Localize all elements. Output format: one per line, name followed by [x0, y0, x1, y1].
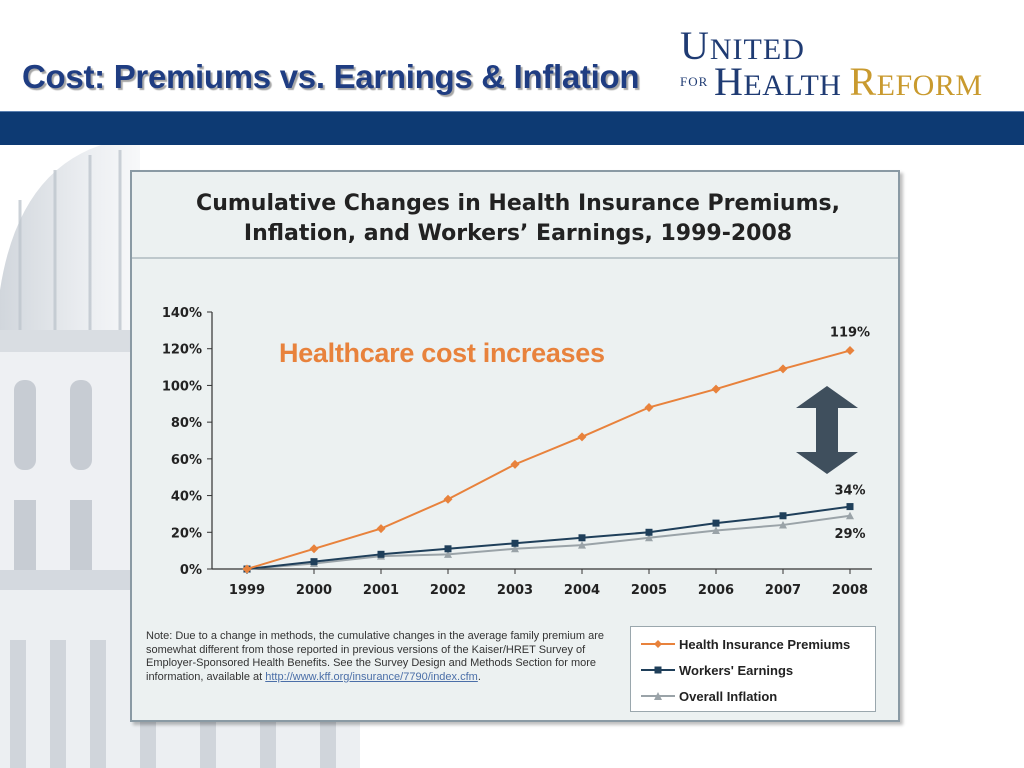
- x-tick-label: 2008: [832, 583, 868, 598]
- chart-note: Note: Due to a change in methods, the cu…: [146, 630, 606, 684]
- y-tick-label: 100%: [162, 379, 202, 394]
- y-tick-label: 0%: [180, 563, 202, 578]
- series-line: [246, 349, 851, 570]
- legend-swatch-inflation: [641, 692, 675, 700]
- chart-title-line: Cumulative Changes in Health Insurance P…: [196, 191, 840, 216]
- data-point: [377, 550, 385, 558]
- x-tick-label: 2003: [497, 583, 533, 598]
- callout-text: Healthcare cost increases: [279, 338, 605, 368]
- legend-label-earnings: Workers' Earnings: [679, 662, 794, 678]
- data-label-earnings: 34%: [834, 484, 865, 499]
- x-tick-label: 2005: [631, 583, 667, 598]
- series-line: [246, 514, 851, 570]
- legend-swatch-premiums: [641, 640, 675, 648]
- data-point: [577, 432, 587, 442]
- x-tick-label: 2004: [564, 583, 600, 598]
- data-point: [242, 564, 252, 574]
- data-point: [846, 503, 854, 511]
- logo-health-reform: HEALTH REFORM: [714, 59, 983, 104]
- data-point: [443, 494, 453, 504]
- legend-item-premiums: Health Insurance Premiums: [641, 633, 850, 655]
- united-for-health-reform-logo: UNITED FOR HEALTH REFORM: [676, 18, 1016, 104]
- data-point: [309, 544, 319, 554]
- note-text: Note: Due to a change in methods, the cu…: [146, 630, 604, 683]
- data-label-inflation: 29%: [834, 527, 865, 542]
- data-point: [712, 526, 720, 534]
- note-link[interactable]: http://www.kff.org/insurance/7790/index.…: [265, 670, 478, 683]
- data-point: [376, 524, 386, 534]
- data-point: [444, 550, 452, 558]
- slide-title: Cost: Premiums vs. Earnings & Inflation: [22, 58, 640, 95]
- legend-item-inflation: Overall Inflation: [641, 685, 777, 707]
- logo-for: FOR: [680, 74, 709, 89]
- data-point: [779, 512, 787, 520]
- data-point: [711, 384, 721, 394]
- data-point: [644, 402, 654, 412]
- header-band: [0, 111, 1024, 145]
- logo-united: UNITED: [680, 23, 805, 68]
- y-tick-label: 80%: [171, 416, 202, 431]
- series-line: [246, 505, 851, 570]
- data-point: [511, 539, 519, 547]
- data-point: [578, 534, 586, 542]
- data-label-premiums: 119%: [830, 326, 870, 341]
- legend-label-inflation: Overall Inflation: [679, 688, 778, 704]
- double-arrow-icon: [796, 386, 858, 474]
- data-point: [578, 541, 586, 549]
- x-tick-label: 1999: [229, 583, 265, 598]
- legend-swatch-earnings: [641, 666, 675, 674]
- y-tick-label: 60%: [171, 453, 202, 468]
- data-point: [845, 346, 855, 356]
- x-tick-label: 2000: [296, 583, 332, 598]
- y-tick-label: 20%: [171, 526, 202, 541]
- x-tick-label: 2006: [698, 583, 734, 598]
- data-point: [712, 519, 720, 527]
- data-point: [645, 533, 653, 542]
- chart-title-line: Inflation, and Workers’ Earnings, 1999-2…: [244, 221, 792, 246]
- y-tick-label: 40%: [171, 490, 202, 505]
- data-point: [779, 520, 787, 529]
- legend-label-premiums: Health Insurance Premiums: [679, 636, 851, 652]
- data-point: [310, 558, 318, 566]
- legend-item-earnings: Workers' Earnings: [641, 659, 793, 681]
- x-tick-label: 2002: [430, 583, 466, 598]
- data-point: [511, 544, 519, 553]
- data-point: [510, 459, 520, 469]
- chart-legend: Health Insurance Premiums Workers' Earni…: [630, 626, 876, 712]
- line-chart: Cumulative Changes in Health Insurance P…: [132, 191, 898, 598]
- y-tick-label: 140%: [162, 306, 202, 321]
- data-point: [846, 511, 854, 520]
- data-point: [645, 528, 653, 536]
- x-tick-label: 2001: [363, 583, 399, 598]
- chart-panel: Cumulative Changes in Health Insurance P…: [130, 170, 900, 722]
- data-point: [444, 545, 452, 553]
- note-end: .: [477, 670, 481, 683]
- x-tick-label: 2007: [765, 583, 801, 598]
- y-tick-label: 120%: [162, 343, 202, 358]
- data-point: [778, 364, 788, 374]
